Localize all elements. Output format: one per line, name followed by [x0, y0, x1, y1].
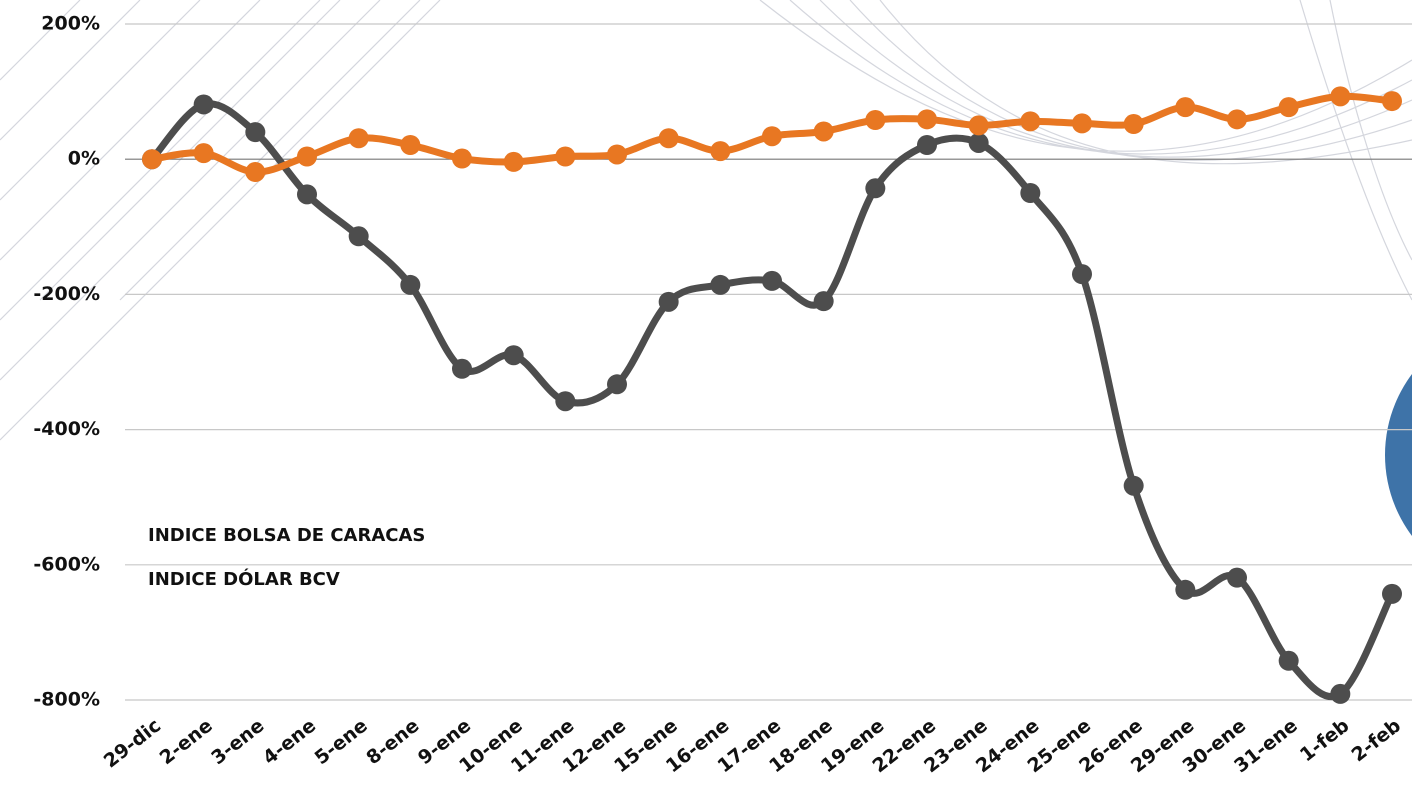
- data-point: [607, 144, 627, 165]
- legend-label: INDICE BOLSA DE CARACAS: [148, 525, 425, 546]
- data-point: [503, 151, 524, 172]
- data-point: [400, 274, 421, 295]
- data-point: [503, 345, 524, 366]
- data-point: [193, 143, 214, 164]
- data-point: [348, 226, 369, 247]
- data-point: [452, 148, 472, 169]
- y-tick-label: -800%: [33, 689, 100, 711]
- y-tick-label: 200%: [41, 13, 100, 35]
- data-point: [400, 135, 421, 156]
- data-point: [1072, 113, 1092, 134]
- data-point: [968, 132, 989, 153]
- data-point: [1175, 97, 1196, 118]
- x-tick-label: 5-ene: [311, 715, 372, 770]
- data-point: [1227, 109, 1247, 130]
- data-point: [555, 146, 576, 167]
- data-point: [1020, 111, 1041, 132]
- data-point: [142, 149, 162, 170]
- data-point: [348, 128, 369, 149]
- y-tick-label: -600%: [33, 553, 100, 575]
- x-tick-label: 8-ene: [362, 715, 423, 770]
- data-point: [710, 274, 731, 295]
- data-point: [710, 141, 731, 162]
- data-point: [865, 178, 886, 199]
- x-tick-label: 2-feb: [1348, 715, 1406, 767]
- data-point: [968, 115, 989, 136]
- x-tick-label: 29-dic: [100, 715, 165, 773]
- data-point: [917, 109, 937, 130]
- data-point: [1382, 91, 1402, 112]
- data-point: [762, 270, 782, 291]
- data-point: [813, 291, 834, 312]
- data-point: [1278, 97, 1299, 118]
- data-point: [658, 291, 679, 312]
- series-line: [149, 100, 1396, 700]
- data-point: [813, 121, 834, 142]
- data-point: [762, 126, 782, 147]
- data-point: [917, 135, 937, 156]
- x-tick-label: 1-feb: [1296, 715, 1354, 767]
- legend-label: INDICE DÓLAR BCV: [148, 568, 340, 590]
- data-point: [1020, 183, 1041, 203]
- grid: [125, 23, 1412, 701]
- decorative-circle: [1385, 374, 1412, 536]
- data-point: [245, 162, 266, 183]
- background-decoration: [0, 0, 1412, 441]
- data-point: [1072, 264, 1092, 285]
- data-point: [1278, 650, 1299, 671]
- data-point: [297, 146, 317, 167]
- data-point: [1227, 567, 1247, 588]
- data-point: [193, 94, 214, 115]
- x-tick-label: 3-ene: [207, 715, 268, 770]
- data-point: [245, 122, 266, 143]
- data-point: [1175, 579, 1196, 600]
- data-point: [865, 109, 886, 130]
- y-tick-label: -200%: [33, 283, 100, 305]
- y-tick-label: 0%: [68, 148, 100, 170]
- data-point: [658, 128, 679, 149]
- data-point: [1123, 114, 1144, 135]
- x-tick-label: 2-ene: [156, 715, 217, 770]
- x-tick-label: 4-ene: [259, 715, 320, 770]
- data-point: [297, 184, 317, 205]
- data-point: [1123, 475, 1144, 496]
- data-point: [1330, 86, 1351, 107]
- data-point: [555, 391, 576, 412]
- data-point: [1382, 583, 1402, 604]
- data-point: [452, 358, 472, 379]
- data-point: [607, 374, 627, 395]
- data-point: [1330, 683, 1351, 704]
- y-tick-label: -400%: [33, 418, 100, 440]
